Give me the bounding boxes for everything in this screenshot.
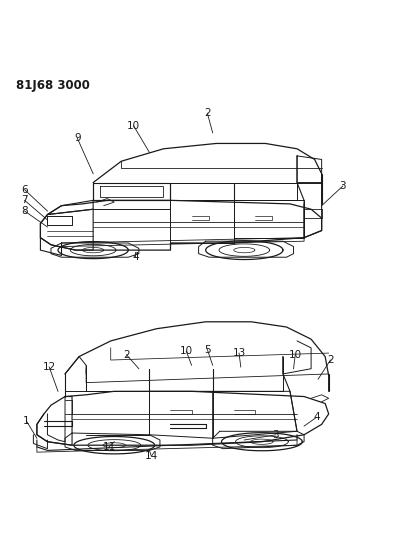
- Text: 5: 5: [204, 345, 211, 354]
- Text: 3: 3: [339, 181, 346, 191]
- Text: 12: 12: [43, 362, 56, 372]
- Text: 6: 6: [21, 184, 28, 195]
- Text: 2: 2: [123, 350, 130, 360]
- Text: 2: 2: [327, 355, 334, 365]
- Text: 13: 13: [232, 348, 246, 358]
- Text: 3: 3: [273, 430, 279, 440]
- Text: 11: 11: [102, 442, 116, 452]
- Text: 10: 10: [289, 350, 302, 360]
- Text: 1: 1: [23, 416, 30, 426]
- Text: 10: 10: [180, 346, 193, 357]
- Text: 81J68 3000: 81J68 3000: [16, 79, 90, 92]
- Text: 8: 8: [21, 206, 28, 216]
- Text: 10: 10: [127, 120, 140, 131]
- Text: 2: 2: [204, 108, 211, 118]
- Text: 4: 4: [132, 252, 139, 262]
- Text: 7: 7: [21, 195, 28, 205]
- Text: 14: 14: [145, 450, 158, 461]
- Text: 9: 9: [74, 133, 81, 143]
- Text: 4: 4: [313, 413, 320, 422]
